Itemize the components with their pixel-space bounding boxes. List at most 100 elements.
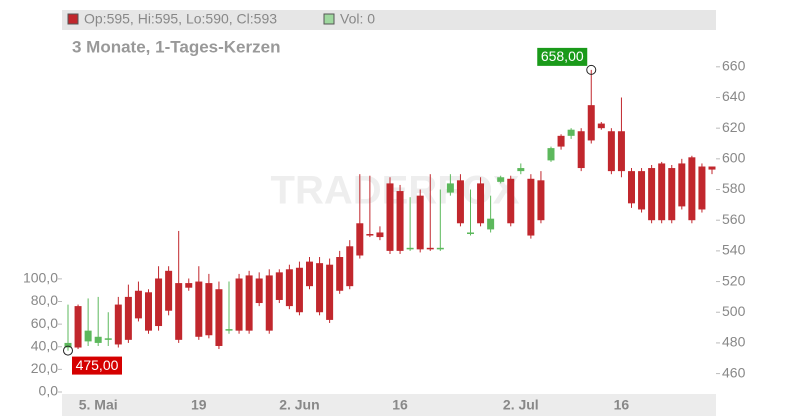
candle-body bbox=[587, 105, 595, 141]
y2-tick-label: 60,0 bbox=[31, 315, 58, 331]
candle-body bbox=[688, 157, 696, 221]
y-tick-label: 480 bbox=[722, 334, 746, 350]
subtitle: 3 Monate, 1-Tages-Kerzen bbox=[72, 37, 280, 56]
annotation-marker bbox=[586, 64, 597, 75]
candle-body bbox=[376, 232, 384, 238]
candle-body bbox=[356, 223, 364, 256]
candle-body bbox=[396, 191, 404, 251]
candle-body bbox=[416, 195, 424, 250]
x-tick-label: 19 bbox=[191, 397, 207, 413]
y-tick-label: 600 bbox=[722, 150, 746, 166]
candle-body bbox=[446, 183, 454, 193]
candle-body bbox=[517, 168, 525, 172]
candle-body bbox=[537, 180, 545, 221]
annotation-box bbox=[72, 356, 122, 375]
y2-tick-label: 100,0 bbox=[23, 270, 58, 286]
candle-body bbox=[134, 290, 142, 319]
legend-volume: Vol: 0 bbox=[340, 11, 375, 27]
y-tick-label: 500 bbox=[722, 303, 746, 319]
candle-body bbox=[477, 183, 485, 224]
candle-body bbox=[145, 292, 152, 331]
candle-body bbox=[104, 338, 112, 340]
candle-body bbox=[255, 278, 263, 304]
candle-body bbox=[366, 234, 374, 236]
x-tick-label: 5. Mai bbox=[79, 397, 118, 413]
candle-body bbox=[64, 342, 72, 348]
candle-body bbox=[94, 336, 102, 343]
candle-body bbox=[205, 283, 213, 336]
y-tick-label: 640 bbox=[722, 88, 746, 104]
y-tick-label: 520 bbox=[722, 272, 746, 288]
candle-body bbox=[547, 148, 555, 161]
candle-body bbox=[124, 296, 132, 340]
candle-body bbox=[185, 283, 193, 288]
candle-body bbox=[567, 129, 575, 136]
candle-body bbox=[114, 304, 122, 345]
x-tick-label: 2. Jun bbox=[279, 397, 319, 413]
y-tick-label: 460 bbox=[722, 364, 746, 380]
candle-body bbox=[668, 168, 676, 221]
candle-body bbox=[607, 131, 615, 172]
candle-body bbox=[698, 166, 706, 210]
candle-body bbox=[628, 171, 635, 204]
candle-body bbox=[265, 275, 273, 331]
candle-body bbox=[215, 289, 223, 346]
candle-body bbox=[678, 163, 686, 207]
candle-body bbox=[638, 171, 646, 210]
annotation-label: 658,00 bbox=[541, 48, 584, 64]
candle-body bbox=[527, 178, 535, 236]
candle-body bbox=[165, 270, 173, 311]
annotation-box bbox=[537, 47, 588, 66]
candle-body bbox=[245, 275, 253, 331]
candle-body bbox=[346, 246, 354, 287]
candle-body bbox=[295, 267, 303, 313]
y2-tick-label: 20,0 bbox=[31, 360, 58, 376]
x-tick-label: 16 bbox=[392, 397, 408, 413]
y-tick-label: 660 bbox=[722, 58, 746, 74]
x-axis-bar bbox=[62, 394, 716, 416]
candle-body bbox=[336, 257, 344, 291]
candle-body bbox=[497, 177, 505, 182]
candle-body bbox=[557, 135, 565, 147]
y2-tick-label: 80,0 bbox=[31, 292, 58, 308]
candle-body bbox=[708, 166, 716, 170]
candle-body bbox=[195, 281, 203, 337]
candle-body bbox=[74, 306, 82, 348]
y-tick-label: 620 bbox=[722, 119, 746, 135]
candle-body bbox=[406, 247, 414, 250]
candle-body bbox=[84, 330, 92, 342]
candle-body bbox=[617, 131, 625, 172]
x-tick-label: 2. Jul bbox=[503, 397, 539, 413]
legend-swatch-price bbox=[67, 13, 79, 25]
legend-bar bbox=[62, 10, 716, 30]
annotation-marker bbox=[63, 345, 73, 356]
candle-body bbox=[487, 218, 495, 230]
candle-body bbox=[285, 269, 293, 307]
y-tick-label: 560 bbox=[722, 211, 746, 227]
y-tick-label: 580 bbox=[722, 180, 746, 196]
candle-body bbox=[597, 123, 605, 129]
candle-body bbox=[306, 261, 313, 287]
candle-body bbox=[456, 180, 464, 224]
candle-body bbox=[436, 247, 444, 250]
candle-body bbox=[648, 168, 656, 221]
legend-swatch-volume bbox=[323, 13, 335, 25]
candle-body bbox=[155, 278, 163, 327]
legend-price: Op:595, Hi:595, Lo:590, Cl:593 bbox=[84, 11, 277, 27]
candle-body bbox=[507, 178, 515, 224]
candle-body bbox=[658, 163, 666, 221]
candle-body bbox=[225, 329, 233, 331]
candle-body bbox=[235, 278, 243, 331]
candle-body bbox=[175, 283, 183, 340]
candle-body bbox=[577, 131, 585, 169]
y2-tick-label: 0,0 bbox=[39, 383, 59, 399]
candle-body bbox=[386, 183, 394, 251]
candle-body bbox=[316, 263, 324, 313]
y2-tick-label: 40,0 bbox=[31, 337, 58, 353]
candle-body bbox=[467, 232, 474, 235]
candle-body bbox=[326, 264, 334, 320]
candle-body bbox=[426, 247, 434, 250]
annotation-label: 475,00 bbox=[76, 357, 119, 373]
y-tick-label: 540 bbox=[722, 242, 746, 258]
